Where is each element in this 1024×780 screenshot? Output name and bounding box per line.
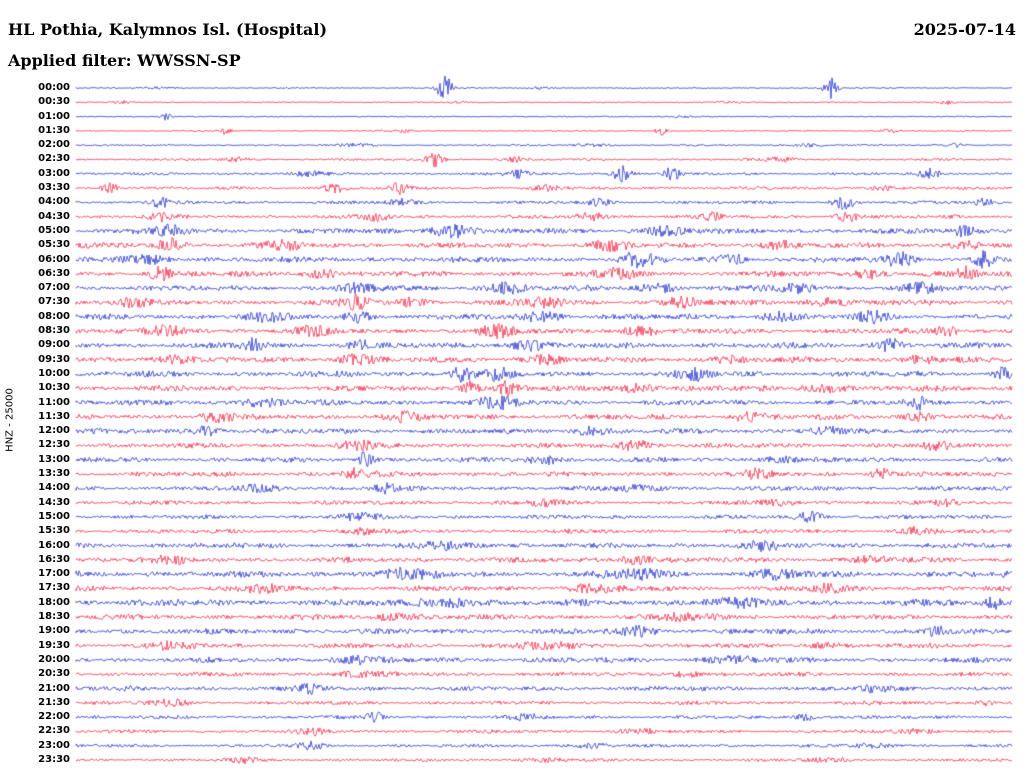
time-label: 16:30 <box>38 553 70 565</box>
time-label: 14:00 <box>38 482 70 494</box>
time-label: 08:00 <box>38 310 70 322</box>
time-label: 09:30 <box>38 353 70 365</box>
time-label: 13:30 <box>38 468 70 480</box>
time-label: 07:30 <box>38 296 70 308</box>
time-label: 15:00 <box>38 510 70 522</box>
time-label: 05:30 <box>38 239 70 251</box>
time-label: 06:00 <box>38 253 70 265</box>
time-label: 02:30 <box>38 153 70 165</box>
time-label: 19:30 <box>38 639 70 651</box>
time-label: 09:00 <box>38 339 70 351</box>
time-label: 23:30 <box>38 754 70 765</box>
time-label: 20:00 <box>38 653 70 665</box>
time-label: 16:00 <box>38 539 70 551</box>
time-label: 11:00 <box>38 396 70 408</box>
time-label: 03:00 <box>38 167 70 179</box>
time-label: 05:00 <box>38 224 70 236</box>
time-label: 01:00 <box>38 110 70 122</box>
time-label: 10:30 <box>38 382 70 394</box>
time-label: 18:00 <box>38 596 70 608</box>
time-label: 02:00 <box>38 139 70 151</box>
time-label: 12:00 <box>38 425 70 437</box>
time-label: 15:30 <box>38 525 70 537</box>
time-label: 13:00 <box>38 453 70 465</box>
time-label: 04:00 <box>38 196 70 208</box>
time-label: 12:30 <box>38 439 70 451</box>
time-label: 18:30 <box>38 611 70 623</box>
time-label: 22:30 <box>38 725 70 737</box>
time-label: 08:30 <box>38 325 70 337</box>
time-label: 03:30 <box>38 182 70 194</box>
time-label: 06:30 <box>38 267 70 279</box>
time-label: 14:30 <box>38 496 70 508</box>
time-label: 23:00 <box>38 739 70 751</box>
time-label: 17:00 <box>38 568 70 580</box>
time-label: 21:30 <box>38 696 70 708</box>
time-label: 21:00 <box>38 682 70 694</box>
time-label: 01:30 <box>38 124 70 136</box>
time-label: 10:00 <box>38 367 70 379</box>
time-label: 20:30 <box>38 668 70 680</box>
time-label: 07:00 <box>38 282 70 294</box>
time-label: 22:00 <box>38 711 70 723</box>
time-label: 17:30 <box>38 582 70 594</box>
time-label: 19:00 <box>38 625 70 637</box>
station-title: HL Pothia, Kalymnos Isl. (Hospital) <box>8 20 328 39</box>
time-label: 04:30 <box>38 210 70 222</box>
applied-filter-label: Applied filter: WWSSN-SP <box>8 51 241 70</box>
record-date: 2025-07-14 <box>913 20 1016 39</box>
time-label: 11:30 <box>38 410 70 422</box>
time-label: 00:30 <box>38 96 70 108</box>
time-label: 00:00 <box>38 82 70 93</box>
